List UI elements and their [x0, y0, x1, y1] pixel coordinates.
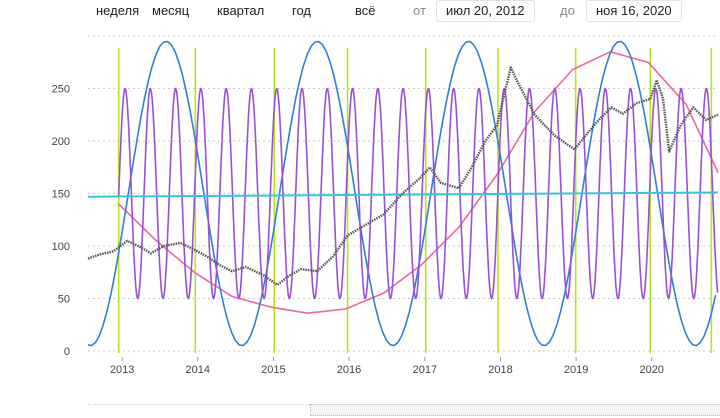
range-quarter-button[interactable]: квартал: [217, 3, 265, 18]
cycle-wave-series-line: [87, 40, 717, 347]
y-tick-label: 0: [64, 346, 70, 358]
y-tick-label: 50: [58, 294, 70, 306]
x-tick-label: 2019: [564, 364, 588, 376]
cycle-short-series-line: [117, 87, 719, 300]
toolbar: неделя месяц квартал год всё от июл 20, …: [0, 0, 720, 24]
from-date-input[interactable]: июл 20, 2012: [436, 0, 535, 22]
to-date-input[interactable]: ноя 16, 2020: [586, 0, 682, 22]
range-month-button[interactable]: месяц: [152, 3, 190, 18]
x-tick-label: 2018: [488, 364, 512, 376]
range-all-button[interactable]: всё: [355, 3, 376, 18]
x-tick-label: 2017: [413, 364, 437, 376]
series-group: [87, 40, 719, 347]
navigator-selection[interactable]: [310, 404, 720, 416]
y-tick-label: 250: [52, 84, 70, 96]
y-axis: 0 50 100 150 200 250: [52, 84, 70, 359]
x-tick-label: 2016: [337, 364, 361, 376]
x-tick-label: 2020: [639, 364, 663, 376]
y-tick-label: 200: [52, 136, 70, 148]
range-navigator[interactable]: [88, 400, 720, 416]
y-tick-label: 100: [52, 241, 70, 253]
range-week-button[interactable]: неделя: [96, 3, 140, 18]
from-label: от: [413, 3, 426, 18]
x-axis: 2013 2014 2015 2016 2017 2018 2019 2020: [110, 357, 664, 376]
y-tick-label: 150: [52, 189, 70, 201]
x-tick-label: 2014: [186, 364, 210, 376]
to-label: до: [560, 3, 575, 18]
range-year-button[interactable]: год: [292, 3, 311, 18]
price-series-line: [87, 66, 719, 287]
x-tick-label: 2013: [110, 364, 134, 376]
x-tick-label: 2015: [261, 364, 285, 376]
